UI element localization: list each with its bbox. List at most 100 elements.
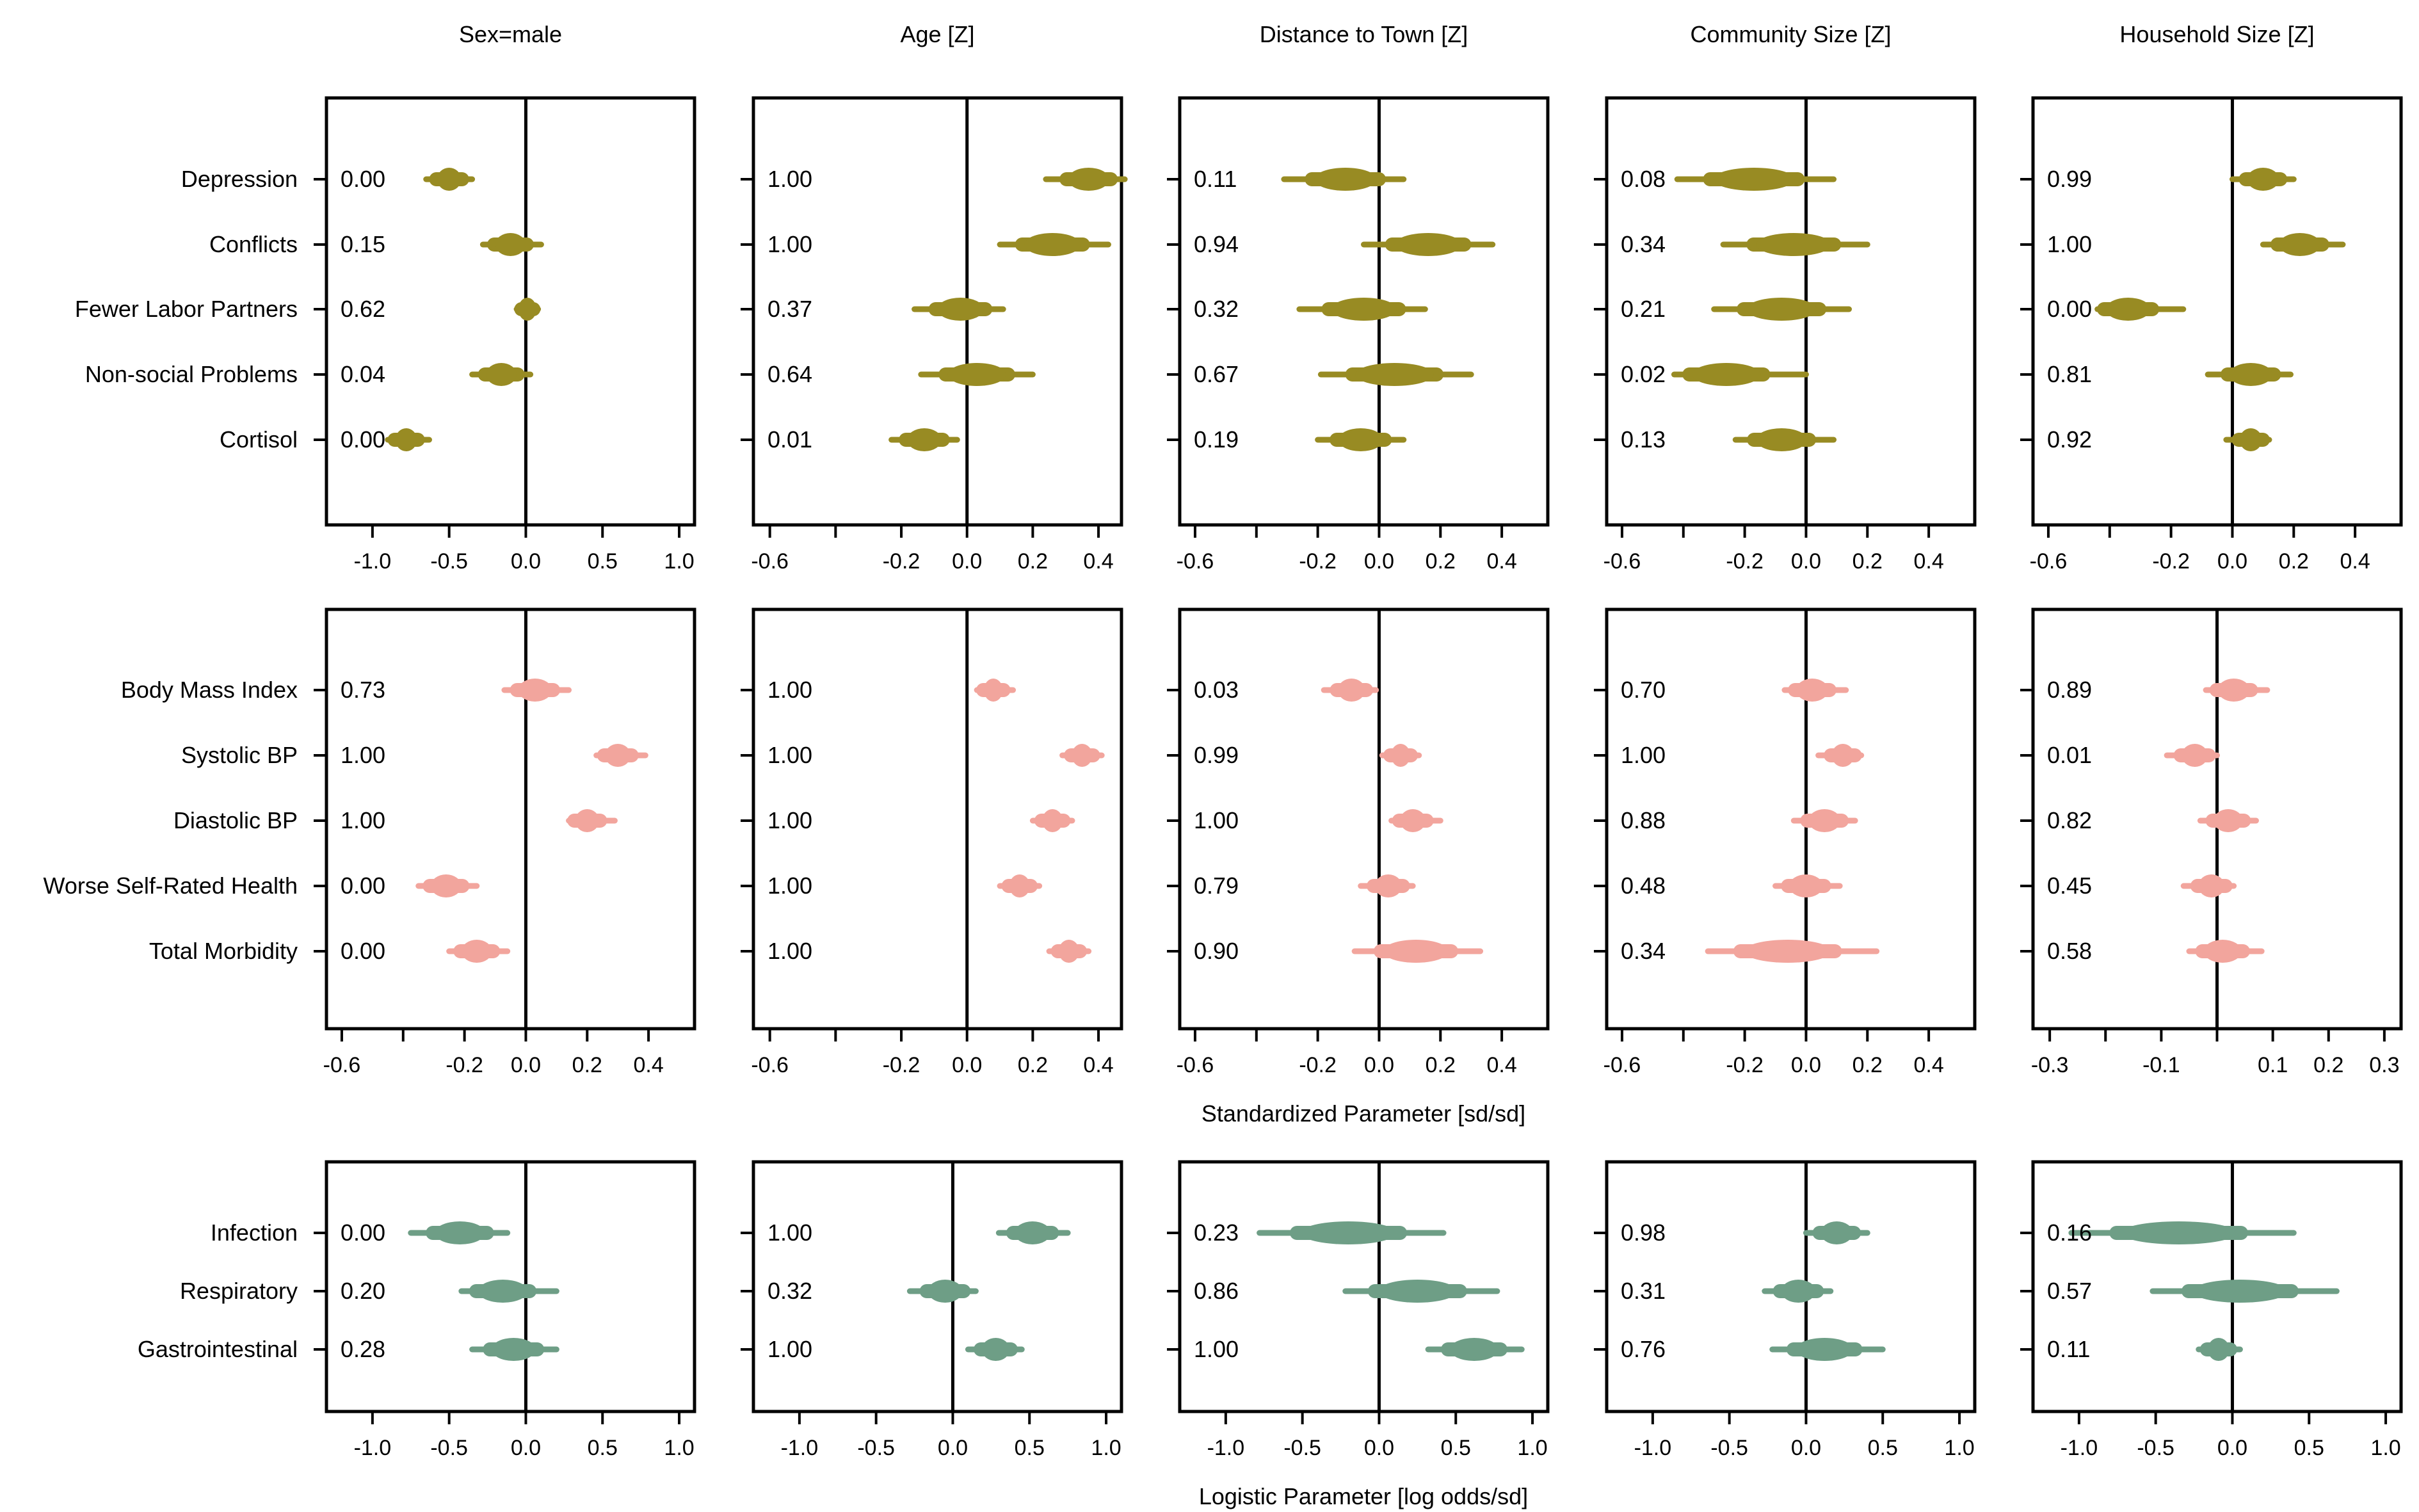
panel-r0-c0: -1.0 -0.5 0.0 0.5 1.0 0.00 0.15 0.62 0.04 0.00 (314, 96, 696, 574)
probability-label: 1.00 (1194, 1336, 1239, 1362)
point-estimate (1009, 874, 1030, 897)
category-label: Total Morbidity (149, 938, 298, 964)
probability-label: 0.13 (1621, 426, 1666, 453)
point-estimate (2192, 1280, 2288, 1303)
x-tick-label: -0.6 (1603, 1053, 1641, 1077)
point-estimate (947, 363, 1006, 386)
probability-label: 1.00 (767, 873, 812, 899)
x-tick-label: -0.6 (2030, 549, 2068, 574)
probability-label: 1.00 (767, 166, 812, 192)
point-estimate (1355, 363, 1434, 386)
point-estimate (518, 679, 552, 702)
point-estimate (1072, 744, 1093, 767)
panel-frame (751, 96, 1123, 527)
probability-label: 0.32 (1194, 296, 1239, 322)
point-estimate (1744, 940, 1832, 963)
point-estimate (1015, 1221, 1051, 1244)
x-axis-title-logistic: Logistic Parameter [log odds/sd] (1199, 1483, 1528, 1509)
x-tick-label: 0.2 (572, 1053, 602, 1077)
probability-label: 1.00 (767, 938, 812, 964)
point-estimate (937, 298, 984, 321)
panel-frame (325, 1160, 696, 1413)
probability-label: 0.32 (767, 1278, 812, 1304)
probability-label: 0.00 (341, 873, 385, 899)
x-tick-label: -0.2 (883, 549, 920, 574)
point-estimate (2239, 428, 2262, 451)
x-tick-label: 0.2 (2313, 1053, 2343, 1077)
x-tick-label: 0.0 (2217, 1436, 2247, 1460)
point-estimate (1400, 809, 1426, 832)
x-tick-label: 1.0 (2370, 1436, 2400, 1460)
point-estimate (1338, 679, 1365, 702)
x-tick-label: 0.4 (1486, 1053, 1516, 1077)
x-tick-label: 0.2 (1852, 549, 1883, 574)
x-tick-label: 1.0 (664, 1436, 694, 1460)
x-tick-label: 0.4 (1486, 549, 1516, 574)
probability-label: 0.01 (2047, 742, 2092, 768)
point-estimate (1314, 168, 1377, 191)
category-label: Infection (211, 1219, 298, 1246)
x-axis-title-standardized: Standardized Parameter [sd/sd] (1201, 1100, 1525, 1127)
point-estimate (2121, 1221, 2237, 1244)
probability-label: 0.01 (767, 426, 812, 453)
panel-r0-c1: -0.6 -0.2 0.0 0.2 0.4 1.00 1.00 0.37 0.64 0.01 (741, 96, 1128, 574)
x-tick-label: 0.2 (1852, 1053, 1883, 1077)
x-tick-label: 0.0 (1791, 1436, 1821, 1460)
point-estimate (981, 1338, 1010, 1361)
x-tick-label: 0.0 (1791, 549, 1821, 574)
probability-label: 0.19 (1194, 426, 1239, 453)
x-tick-label: 0.4 (2340, 549, 2370, 574)
probability-label: 0.88 (1621, 807, 1666, 833)
probability-label: 0.08 (1621, 166, 1666, 192)
point-estimate (1383, 940, 1449, 963)
point-estimate (1450, 1338, 1499, 1361)
panel-r2-c0: -1.0 -0.5 0.0 0.5 1.0 0.00 0.20 0.28 (314, 1160, 696, 1460)
x-tick-label: -1.0 (2061, 1436, 2098, 1460)
x-tick-label: 0.2 (1426, 549, 1456, 574)
category-label: Conflicts (209, 231, 298, 257)
point-estimate (395, 428, 417, 451)
point-estimate (1394, 233, 1462, 256)
probability-label: 0.45 (2047, 873, 2092, 899)
x-tick-label: 0.5 (1015, 1436, 1045, 1460)
probability-label: 0.16 (2047, 1219, 2092, 1246)
point-estimate (1331, 298, 1397, 321)
probability-label: 0.00 (341, 166, 385, 192)
point-estimate (1808, 809, 1841, 832)
point-estimate (1338, 428, 1383, 451)
x-tick-label: -0.5 (1283, 1436, 1321, 1460)
x-tick-label: 0.2 (2279, 549, 2309, 574)
point-estimate (1796, 679, 1828, 702)
point-estimate (492, 1338, 536, 1361)
probability-label: 0.48 (1621, 873, 1666, 899)
point-estimate (1300, 1221, 1397, 1244)
probability-label: 0.00 (341, 1219, 385, 1246)
point-estimate (928, 1280, 963, 1303)
probability-label: 0.00 (2047, 296, 2092, 322)
probability-label: 0.00 (341, 426, 385, 453)
panel-r1-c1: -0.6 -0.2 0.0 0.2 0.4 1.00 1.00 1.00 1.00 1.00 (741, 607, 1123, 1077)
probability-label: 0.20 (341, 1278, 385, 1304)
point-estimate (1831, 744, 1854, 767)
x-tick-label: 0.5 (588, 549, 618, 574)
x-tick-label: 1.0 (1091, 1436, 1121, 1460)
probability-label: 1.00 (1194, 807, 1239, 833)
x-tick-label: -0.6 (1177, 1053, 1214, 1077)
probability-label: 1.00 (767, 1336, 812, 1362)
x-tick-label: 0.0 (1364, 1436, 1394, 1460)
x-tick-label: 0.4 (1083, 549, 1113, 574)
x-tick-label: -1.0 (1207, 1436, 1245, 1460)
x-tick-label: 0.0 (952, 549, 982, 574)
point-estimate (1374, 874, 1402, 897)
probability-label: 0.21 (1621, 296, 1666, 322)
panel-frame (1178, 1160, 1550, 1413)
probability-label: 0.28 (341, 1336, 385, 1362)
panel-frame (2031, 1160, 2403, 1413)
probability-label: 0.79 (1194, 873, 1239, 899)
probability-label: 0.70 (1621, 677, 1666, 703)
panel-r1-c0: -0.6 -0.2 0.0 0.2 0.4 0.73 1.00 1.00 0.00 0.00 (314, 607, 696, 1077)
point-estimate (605, 744, 631, 767)
x-tick-label: 0.0 (2217, 549, 2247, 574)
x-tick-label: -0.2 (446, 1053, 483, 1077)
